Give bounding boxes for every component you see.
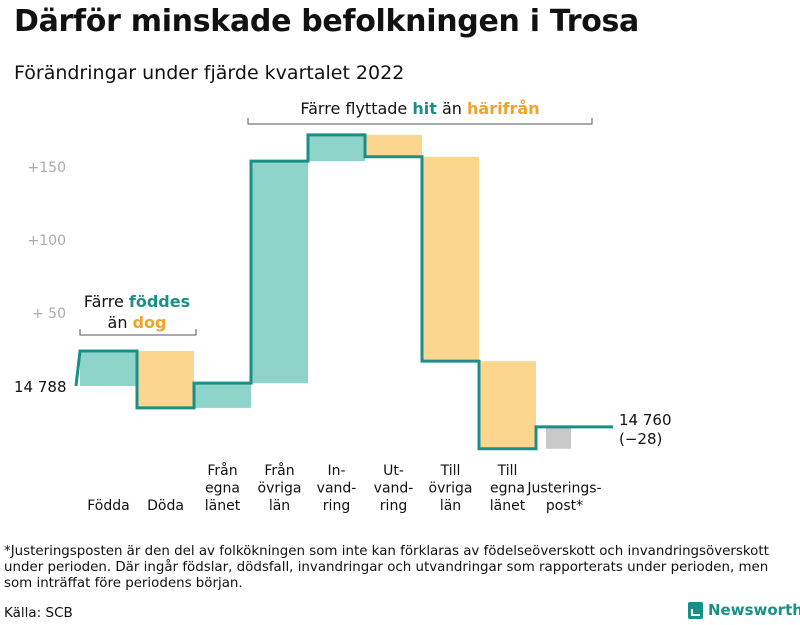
bar bbox=[80, 350, 137, 386]
annotation-births-deaths: Färre föddes bbox=[84, 292, 190, 311]
brand-logo: Newsworthy bbox=[688, 601, 800, 619]
category-label: vand- bbox=[317, 481, 357, 497]
category-label: Från bbox=[264, 462, 294, 479]
waterfall-chart: + 50 +100 +150 14 788 14 760(−28) Födda Döda Fr… bbox=[14, 99, 672, 514]
brand-name: Newsworthy bbox=[708, 601, 800, 619]
bar bbox=[137, 350, 194, 408]
annotation-bracket bbox=[79, 329, 197, 336]
category-label: län bbox=[440, 498, 461, 514]
y-tick-label: + 50 bbox=[32, 306, 66, 322]
category-label: vand- bbox=[374, 481, 414, 497]
category-label: egna bbox=[490, 481, 525, 497]
category-label: Födda bbox=[87, 498, 129, 514]
y-tick-label: +100 bbox=[28, 233, 66, 249]
category-label: länet bbox=[490, 498, 526, 514]
category-label: länet bbox=[205, 498, 241, 514]
annotation-bracket bbox=[247, 118, 593, 125]
chart-title: Därför minskade befolkningen i Trosa bbox=[14, 4, 640, 39]
bar bbox=[365, 134, 422, 157]
category-label: övriga bbox=[258, 481, 302, 497]
bar bbox=[479, 361, 536, 449]
annotation-migration: Färre flyttade hit än härifrån bbox=[300, 99, 539, 118]
bar bbox=[251, 161, 308, 384]
bar bbox=[308, 134, 365, 162]
category-label: Till bbox=[440, 463, 461, 479]
category-label: egna bbox=[205, 481, 240, 497]
cumulative-line bbox=[74, 133, 613, 451]
category-label: ring bbox=[380, 498, 407, 514]
category-label: Justerings- bbox=[526, 481, 601, 497]
source-label: Källa: SCB bbox=[4, 605, 73, 621]
category-label: ring bbox=[323, 498, 350, 514]
category-label: övriga bbox=[429, 481, 473, 497]
category-label: Från bbox=[207, 462, 237, 479]
bar bbox=[422, 156, 479, 362]
start-value-label: 14 788 bbox=[14, 378, 67, 396]
category-label: Döda bbox=[147, 498, 184, 514]
category-label: Ut- bbox=[383, 463, 404, 479]
category-label: län bbox=[269, 498, 290, 514]
category-label: post* bbox=[546, 498, 583, 514]
category-label: Till bbox=[497, 463, 518, 479]
y-tick-label: +150 bbox=[28, 160, 66, 176]
end-value-label: 14 760 bbox=[619, 411, 672, 429]
category-label: In- bbox=[327, 463, 345, 479]
newsworthy-icon bbox=[688, 601, 703, 619]
bar bbox=[194, 383, 251, 408]
footnote: *Justeringsposten är den del av folkökni… bbox=[4, 544, 769, 591]
chart-subtitle: Förändringar under fjärde kvartalet 2022 bbox=[14, 62, 405, 84]
end-change-label: (−28) bbox=[619, 430, 662, 448]
annotation-births-deaths-line2: än dog bbox=[108, 313, 167, 332]
bar-adjustment bbox=[546, 426, 571, 449]
